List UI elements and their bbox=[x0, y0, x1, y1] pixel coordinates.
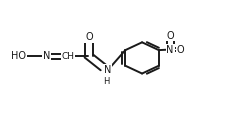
Text: H: H bbox=[103, 77, 109, 86]
Text: O: O bbox=[166, 31, 174, 41]
Text: O: O bbox=[85, 32, 93, 42]
Text: O: O bbox=[177, 45, 185, 55]
Text: N: N bbox=[104, 65, 112, 75]
Text: CH: CH bbox=[61, 52, 74, 61]
Text: HO: HO bbox=[11, 51, 26, 61]
Text: N: N bbox=[43, 51, 50, 61]
Text: N: N bbox=[166, 45, 174, 55]
